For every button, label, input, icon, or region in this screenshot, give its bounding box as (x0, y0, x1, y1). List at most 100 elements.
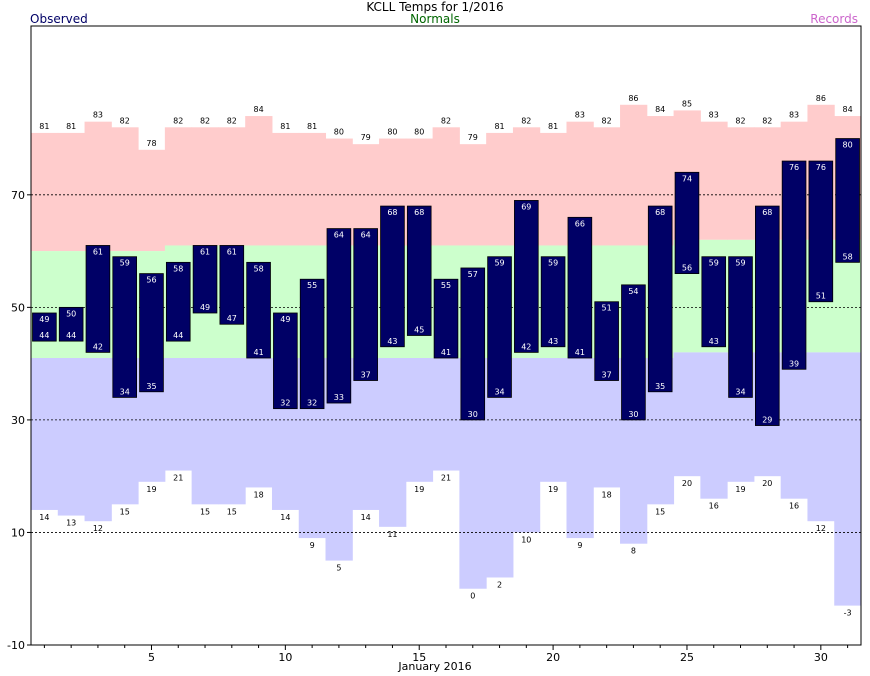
record-high-label: 82 (227, 116, 237, 125)
observed-high-label: 59 (494, 259, 504, 268)
observed-low-label: 47 (227, 314, 237, 323)
record-low-label: 20 (762, 479, 772, 488)
record-low-band (700, 352, 728, 499)
observed-low-label: 41 (253, 348, 263, 357)
record-high-label: 83 (709, 111, 719, 120)
observed-high-label: 68 (387, 208, 397, 217)
record-low-label: 19 (414, 485, 424, 494)
observed-bar (460, 267, 486, 421)
observed-low-label: 33 (334, 393, 344, 402)
observed-bar (594, 301, 619, 381)
observed-low-label: 29 (762, 416, 772, 425)
observed-bar (32, 312, 57, 342)
record-high-label: 82 (521, 116, 531, 125)
record-low-label: 19 (735, 485, 745, 494)
record-high-label: 82 (173, 116, 183, 125)
record-high-label: 82 (735, 116, 745, 125)
observed-high-label: 68 (655, 208, 665, 217)
record-high-band (432, 127, 460, 246)
record-high-label: 82 (441, 116, 451, 125)
record-high-label: 79 (361, 133, 371, 142)
record-low-label: 8 (631, 547, 636, 556)
record-high-label: 84 (253, 105, 263, 114)
legend-normals: Normals (410, 12, 460, 26)
record-high-label: 80 (387, 128, 397, 137)
observed-high-label: 61 (227, 247, 237, 256)
observed-high-label: 59 (120, 259, 130, 268)
observed-low-label: 45 (414, 326, 424, 335)
observed-high-label: 49 (280, 315, 290, 324)
observed-bar (647, 205, 673, 393)
observed-bar (674, 171, 700, 275)
record-high-label: 81 (66, 122, 76, 131)
record-high-band (218, 127, 246, 246)
x-tick-label: 10 (278, 651, 292, 664)
record-low-band (807, 352, 835, 522)
observed-high-label: 64 (334, 231, 344, 240)
y-tick-label: 10 (11, 526, 25, 539)
observed-bar (728, 256, 753, 398)
record-low-label: 15 (655, 507, 665, 516)
record-high-label: 82 (120, 116, 130, 125)
observed-high-label: 69 (521, 202, 531, 211)
record-high-band (271, 132, 300, 246)
observed-low-label: 30 (628, 410, 638, 419)
observed-bar (406, 205, 432, 336)
y-tick-label: 50 (11, 301, 25, 314)
record-low-band (780, 352, 808, 499)
record-low-band (432, 358, 460, 471)
record-low-label: 11 (387, 530, 397, 539)
record-high-label: 79 (468, 133, 478, 142)
record-low-band (31, 358, 59, 510)
observed-low-label: 32 (280, 399, 290, 408)
record-low-band (84, 358, 112, 522)
record-high-band (164, 127, 193, 246)
observed-low-label: 44 (173, 331, 183, 340)
record-high-band (138, 149, 166, 252)
observed-low-label: 44 (66, 331, 76, 340)
observed-high-label: 58 (173, 264, 183, 273)
record-high-band (486, 132, 514, 246)
normal-band (57, 251, 86, 359)
observed-bar (433, 278, 459, 359)
record-low-band (164, 358, 193, 471)
observed-low-label: 30 (468, 410, 478, 419)
observed-low-label: 39 (789, 359, 799, 368)
record-low-label: 0 (470, 592, 475, 601)
record-low-label: 9 (577, 541, 582, 550)
x-tick-label: 5 (148, 651, 155, 664)
record-low-label: 12 (93, 524, 103, 533)
observed-bar (701, 256, 727, 348)
observed-high-label: 56 (146, 276, 156, 285)
legend-observed: Observed (30, 12, 88, 26)
observed-high-label: 54 (628, 287, 638, 296)
record-low-label: 16 (789, 502, 799, 511)
observed-high-label: 51 (602, 304, 612, 313)
record-low-band (834, 352, 862, 606)
x-axis-label: January 2016 (398, 660, 472, 673)
observed-low-label: 43 (709, 337, 719, 346)
record-high-label: 78 (146, 139, 156, 148)
record-low-label: 18 (253, 490, 263, 499)
observed-low-label: 37 (602, 371, 612, 380)
record-low-label: 15 (200, 507, 210, 516)
legend-records: Records (810, 12, 858, 26)
observed-high-label: 68 (414, 208, 424, 217)
record-low-label: 15 (120, 507, 130, 516)
record-low-band (379, 358, 407, 527)
observed-high-label: 55 (307, 281, 317, 290)
observed-high-label: 61 (200, 247, 210, 256)
record-low-label: 12 (816, 524, 826, 533)
record-low-band (245, 358, 273, 488)
record-high-label: 84 (655, 105, 665, 114)
observed-bar (192, 245, 218, 314)
record-high-label: 81 (548, 122, 558, 131)
record-low-label: 20 (682, 479, 692, 488)
record-high-band (593, 127, 621, 246)
record-high-label: 81 (307, 122, 317, 131)
record-low-band (57, 358, 86, 516)
record-low-label: -3 (844, 609, 852, 618)
record-low-label: 14 (280, 513, 290, 522)
observed-low-label: 35 (146, 382, 156, 391)
record-high-label: 84 (843, 105, 853, 114)
